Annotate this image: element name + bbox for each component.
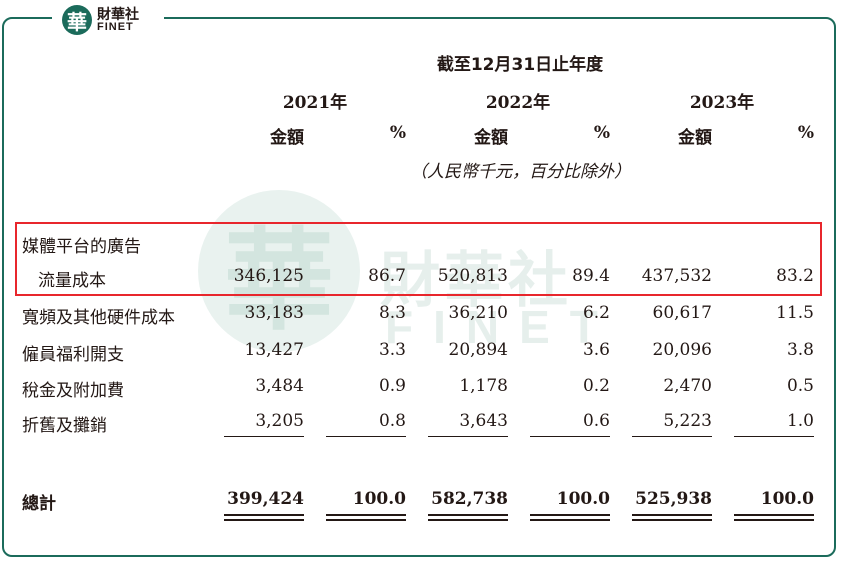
total-label: 總計 xyxy=(22,494,56,514)
cell-total-2021-pct: 100.0 xyxy=(352,489,406,509)
total-double-rule xyxy=(326,514,406,521)
amount-header-2021: 金額 xyxy=(270,128,304,148)
cell-employee-2021-pct: 3.3 xyxy=(378,340,406,360)
cell-traffic-2023-amount: 437,532 xyxy=(641,266,712,286)
cell-employee-2022-amount: 20,894 xyxy=(448,340,508,360)
cell-taxes-2023-amount: 2,470 xyxy=(663,376,712,396)
cell-traffic-2021-pct: 86.7 xyxy=(368,266,406,286)
highlight-box xyxy=(15,222,822,296)
cell-depreciation-2023-amount: 5,223 xyxy=(663,411,712,431)
watermark-text-en: FINET xyxy=(385,301,618,353)
cell-bandwidth-2021-amount: 33,183 xyxy=(244,303,304,323)
cell-employee-2021-amount: 13,427 xyxy=(244,340,304,360)
logo-wordmark: 財華社 FINET xyxy=(97,8,139,33)
subtotal-rule xyxy=(224,436,304,437)
cell-traffic-2021-amount: 346,125 xyxy=(233,266,304,286)
cell-bandwidth-2022-amount: 36,210 xyxy=(448,303,508,323)
cell-bandwidth-2023-amount: 60,617 xyxy=(652,303,712,323)
section-label: 媒體平台的廣告 xyxy=(22,237,141,257)
year-header-2023: 2023年 xyxy=(689,93,755,113)
pct-header-2021: % xyxy=(389,123,406,143)
cell-depreciation-2022-pct: 0.6 xyxy=(582,411,610,431)
cell-total-2022-amount: 582,738 xyxy=(431,489,508,509)
cell-employee-2022-pct: 3.6 xyxy=(582,340,610,360)
cell-total-2022-pct: 100.0 xyxy=(556,489,610,509)
total-double-rule xyxy=(530,514,610,521)
pct-header-2023: % xyxy=(797,123,814,143)
cell-bandwidth-2021-pct: 8.3 xyxy=(378,303,406,323)
year-header-2022: 2022年 xyxy=(485,93,551,113)
subtotal-rule xyxy=(632,436,712,437)
content-frame xyxy=(2,17,836,557)
cell-bandwidth-2023-pct: 11.5 xyxy=(776,303,814,323)
cell-depreciation-2021-pct: 0.8 xyxy=(378,411,406,431)
finet-logo: 華 財華社 FINET xyxy=(52,0,164,40)
cell-employee-2023-amount: 20,096 xyxy=(652,340,712,360)
row-label-traffic-cost: 流量成本 xyxy=(38,271,106,291)
cell-traffic-2022-pct: 89.4 xyxy=(572,266,610,286)
unit-note: （人民幣千元，百分比除外） xyxy=(410,162,631,182)
watermark-text-cn: 財華社 xyxy=(380,246,572,316)
pct-header-2022: % xyxy=(593,123,610,143)
logo-name-en: FINET xyxy=(97,20,134,33)
total-double-rule xyxy=(632,514,712,521)
cell-taxes-2022-pct: 0.2 xyxy=(582,376,610,396)
total-double-rule xyxy=(734,514,814,521)
watermark-logo-icon: 華 xyxy=(198,190,360,352)
row-label-employee: 僱員福利開支 xyxy=(22,345,124,365)
cell-traffic-2023-pct: 83.2 xyxy=(776,266,814,286)
cell-total-2023-pct: 100.0 xyxy=(760,489,814,509)
cell-employee-2023-pct: 3.8 xyxy=(786,340,814,360)
logo-name-cn: 財華社 xyxy=(97,6,139,23)
cell-taxes-2021-pct: 0.9 xyxy=(378,376,406,396)
total-double-rule xyxy=(224,514,304,521)
cell-total-2021-amount: 399,424 xyxy=(227,489,304,509)
subtotal-rule xyxy=(428,436,508,437)
cell-taxes-2022-amount: 1,178 xyxy=(459,376,508,396)
subtotal-rule xyxy=(530,436,610,437)
cell-depreciation-2022-amount: 3,643 xyxy=(459,411,508,431)
row-label-taxes: 稅金及附加費 xyxy=(22,381,124,401)
cell-depreciation-2023-pct: 1.0 xyxy=(786,411,814,431)
cell-depreciation-2021-amount: 3,205 xyxy=(255,411,304,431)
cell-total-2023-amount: 525,938 xyxy=(635,489,712,509)
subtotal-rule xyxy=(326,436,406,437)
cell-bandwidth-2022-pct: 6.2 xyxy=(582,303,610,323)
cell-traffic-2022-amount: 520,813 xyxy=(437,266,508,286)
row-label-bandwidth: 寬頻及其他硬件成本 xyxy=(22,308,175,328)
finet-logo-icon: 華 xyxy=(62,5,92,35)
year-header-2021: 2021年 xyxy=(282,93,348,113)
row-label-depreciation: 折舊及攤銷 xyxy=(22,416,107,436)
amount-header-2023: 金額 xyxy=(678,128,712,148)
cell-taxes-2021-amount: 3,484 xyxy=(255,376,304,396)
amount-header-2022: 金額 xyxy=(474,128,508,148)
cell-taxes-2023-pct: 0.5 xyxy=(786,376,814,396)
total-double-rule xyxy=(428,514,508,521)
period-header: 截至12月31日止年度 xyxy=(436,55,604,75)
subtotal-rule xyxy=(734,436,814,437)
